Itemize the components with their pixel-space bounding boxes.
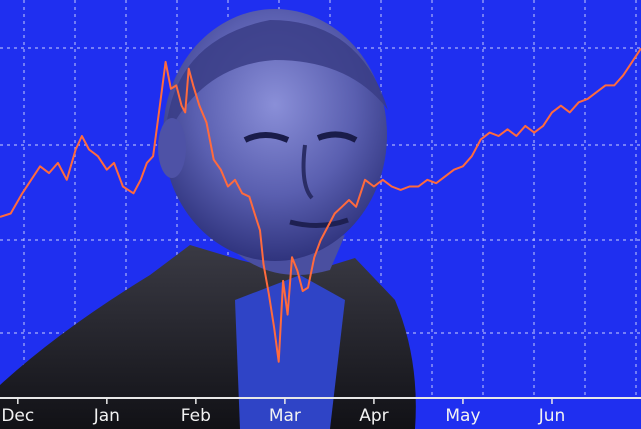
series-line-0 (0, 47, 641, 363)
portrait-illustration-icon (0, 9, 416, 429)
x-tick-label: Jun (538, 406, 566, 426)
x-tick-label: Apr (359, 406, 388, 426)
x-tick-label: Jan (93, 406, 120, 426)
x-tick-label: Mar (269, 406, 301, 426)
x-tick-label: May (445, 406, 480, 426)
x-axis (0, 397, 641, 404)
series-line-layer (0, 47, 641, 363)
x-tick-label: Feb (181, 406, 211, 426)
x-tick-label: Dec (1, 406, 34, 426)
x-tick-labels: Dec Jan Feb Mar Apr May Jun (1, 406, 565, 426)
